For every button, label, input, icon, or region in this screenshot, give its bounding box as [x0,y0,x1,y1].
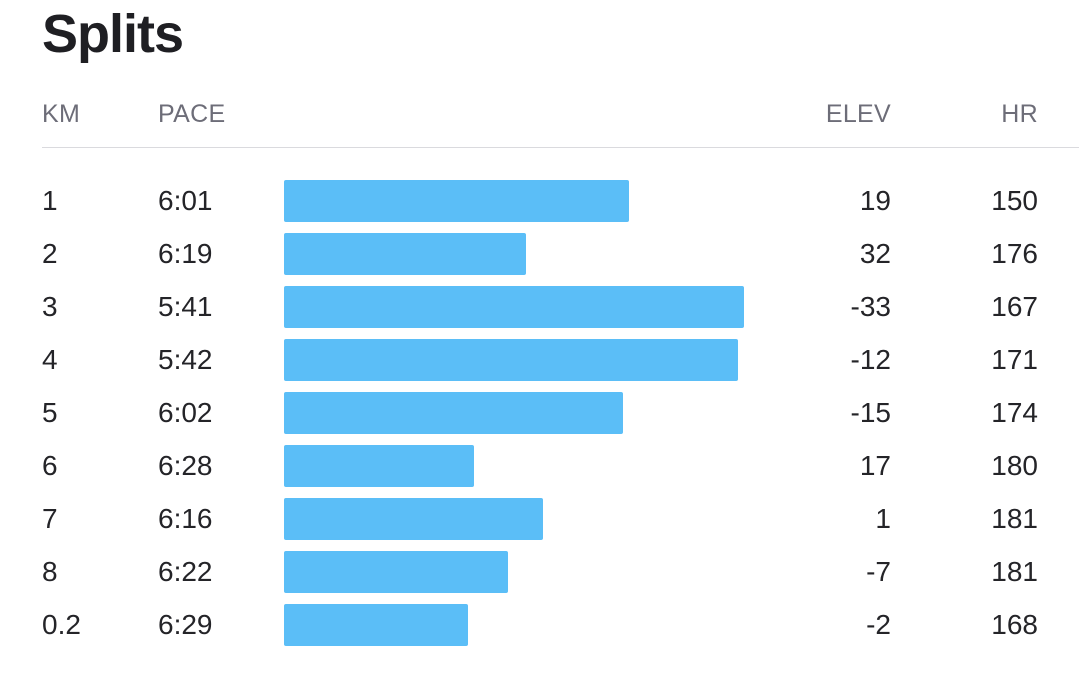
split-hr: 167 [991,291,1038,322]
split-pace: 6:29 [158,609,213,640]
pace-bar [284,445,474,487]
split-km: 7 [42,503,58,534]
split-row: 4 5:42 -12 171 [0,339,1079,392]
split-hr: 176 [991,238,1038,269]
pace-bar [284,286,744,328]
split-km: 3 [42,291,58,322]
page-title: Splits [42,4,184,64]
split-row: 7 6:16 1 181 [0,498,1079,551]
split-pace: 5:42 [158,344,213,375]
split-elev: -33 [850,291,891,322]
split-km: 0.2 [42,609,81,640]
split-hr: 150 [991,185,1038,216]
split-elev: -2 [866,609,891,640]
split-elev: -12 [850,344,891,375]
split-km: 1 [42,185,58,216]
split-row: 3 5:41 -33 167 [0,286,1079,339]
split-row: 5 6:02 -15 174 [0,392,1079,445]
split-pace: 6:22 [158,556,213,587]
split-km: 5 [42,397,58,428]
pace-bar [284,233,526,275]
split-km: 8 [42,556,58,587]
split-hr: 168 [991,609,1038,640]
split-km: 2 [42,238,58,269]
pace-bar [284,339,738,381]
split-elev: -7 [866,556,891,587]
pace-bar [284,180,629,222]
split-pace: 6:16 [158,503,213,534]
column-header-km: KM [42,100,81,128]
split-pace: 6:02 [158,397,213,428]
split-hr: 180 [991,450,1038,481]
pace-bar [284,604,468,646]
split-elev: 1 [875,503,891,534]
pace-bar [284,498,543,540]
split-row: 1 6:01 19 150 [0,180,1079,233]
split-hr: 181 [991,503,1038,534]
column-header-elev: ELEV [825,100,891,128]
column-header-hr: HR [1001,100,1038,128]
column-header-pace: PACE [158,100,226,128]
split-pace: 6:19 [158,238,213,269]
split-elev: 17 [859,450,891,481]
split-row: 0.2 6:29 -2 168 [0,604,1079,657]
split-pace: 6:28 [158,450,213,481]
split-km: 6 [42,450,58,481]
split-km: 4 [42,344,58,375]
splits-table-header: KM PACE ELEV HR [0,100,1079,134]
split-pace: 5:41 [158,291,213,322]
split-elev: -15 [850,397,891,428]
split-elev: 32 [859,238,891,269]
split-row: 8 6:22 -7 181 [0,551,1079,604]
header-divider [42,147,1079,148]
split-row: 6 6:28 17 180 [0,445,1079,498]
split-hr: 171 [991,344,1038,375]
pace-bar [284,392,623,434]
split-elev: 19 [859,185,891,216]
split-hr: 174 [991,397,1038,428]
splits-table-body: 1 6:01 19 150 2 6:19 32 176 3 5:41 -33 1… [0,180,1079,657]
split-row: 2 6:19 32 176 [0,233,1079,286]
pace-bar [284,551,508,593]
split-hr: 181 [991,556,1038,587]
split-pace: 6:01 [158,185,213,216]
